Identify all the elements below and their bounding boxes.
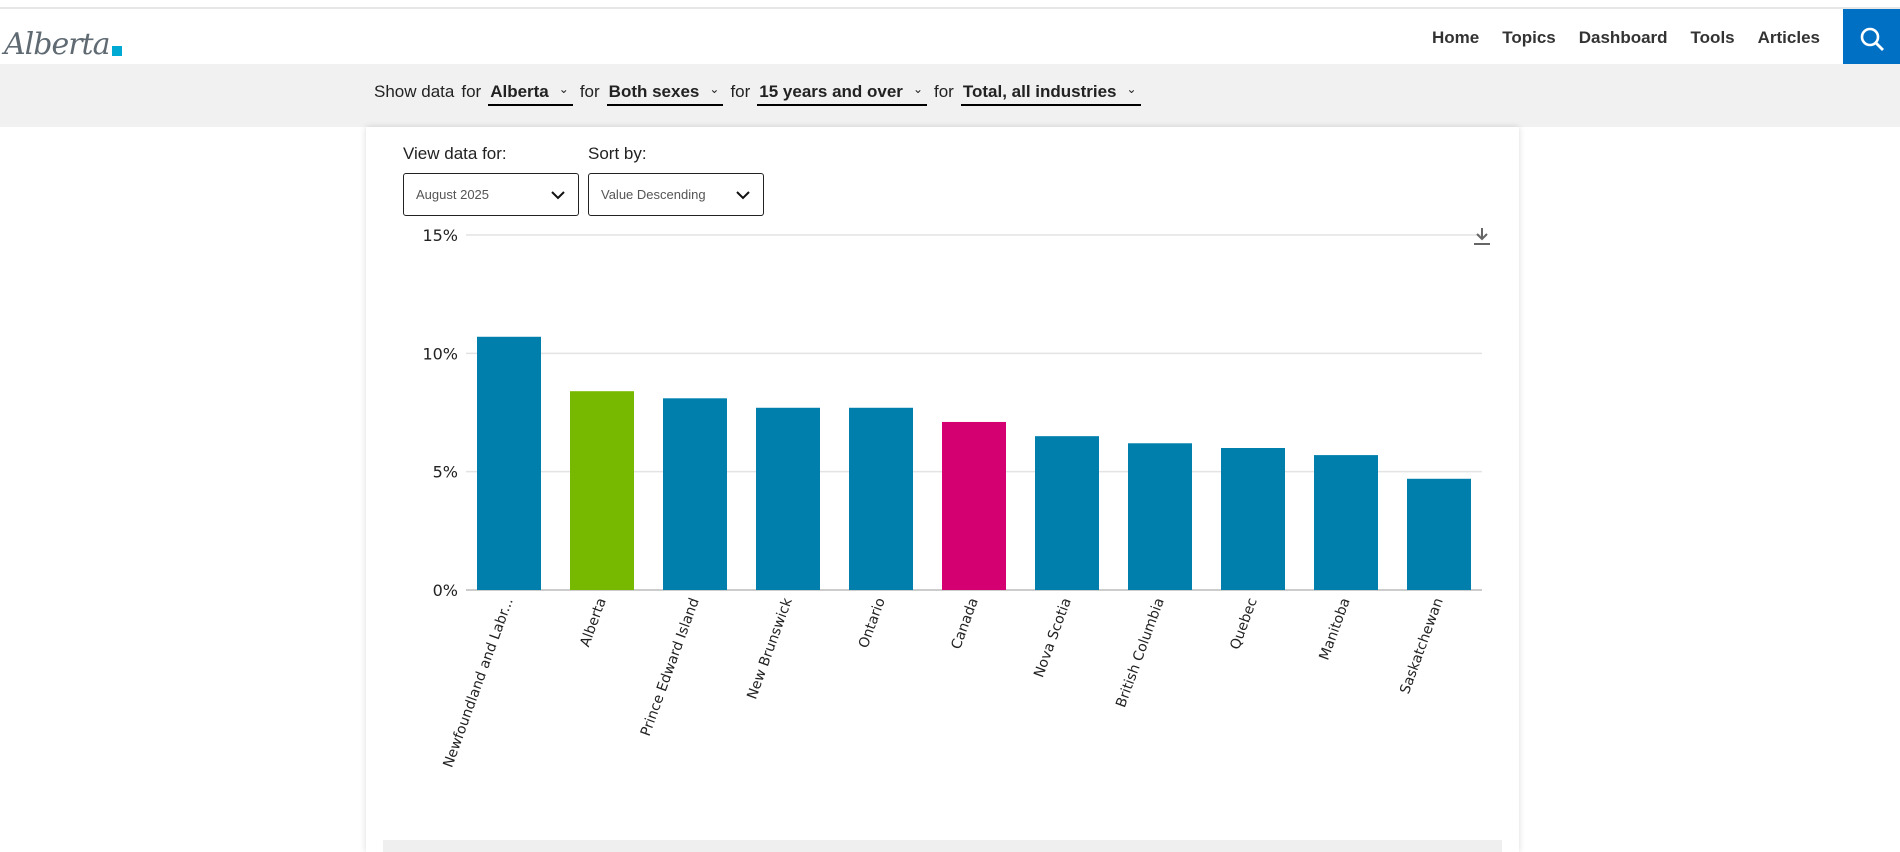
chevron-down-icon: ⌄	[912, 82, 923, 96]
industry-value: Total, all industries	[962, 82, 1117, 101]
industry-select[interactable]: Total, all industries ⌄	[960, 82, 1141, 106]
nav-home[interactable]: Home	[1431, 28, 1480, 47]
chevron-down-icon: ⌄	[709, 82, 720, 96]
chevron-down-icon	[736, 190, 750, 199]
sort-dropdown[interactable]: Value Descending	[588, 173, 764, 216]
period-dropdown[interactable]: August 2025	[403, 173, 579, 216]
nav-dashboard[interactable]: Dashboard	[1578, 28, 1668, 47]
alberta-logo[interactable]: Alberta	[4, 22, 122, 62]
chevron-down-icon: ⌄	[558, 82, 569, 96]
sort-by-label: Sort by:	[588, 144, 647, 163]
filter-connector: for	[579, 82, 600, 101]
age-select[interactable]: 15 years and over ⌄	[757, 82, 927, 106]
nav-tools[interactable]: Tools	[1690, 28, 1735, 47]
chevron-down-icon	[551, 190, 565, 199]
nav-articles[interactable]: Articles	[1757, 28, 1820, 47]
download-icon[interactable]	[1474, 228, 1490, 245]
search-icon	[1860, 27, 1884, 51]
main-nav: Home Topics Dashboard Tools Articles	[1432, 28, 1820, 48]
geography-value: Alberta	[490, 82, 549, 101]
view-data-label: View data for:	[403, 144, 507, 163]
chart-card	[366, 127, 1519, 852]
filter-connector: for	[934, 82, 954, 101]
sort-value: Value Descending	[601, 187, 706, 202]
search-button[interactable]	[1843, 9, 1900, 68]
logo-square-icon	[111, 46, 122, 56]
sex-value: Both sexes	[608, 82, 700, 101]
logo-text: Alberta	[4, 27, 110, 62]
filter-connector: for	[461, 82, 482, 101]
age-value: 15 years and over	[759, 82, 903, 101]
bottom-panel	[383, 840, 1502, 852]
geography-select[interactable]: Alberta ⌄	[488, 82, 573, 106]
period-value: August 2025	[416, 187, 490, 202]
nav-topics[interactable]: Topics	[1502, 28, 1556, 47]
filter-connector: for	[730, 82, 751, 101]
filter-bar: Show data for Alberta ⌄ for Both sexes ⌄ f…	[0, 64, 1900, 127]
chevron-down-icon: ⌄	[1126, 82, 1137, 96]
sex-select[interactable]: Both sexes ⌄	[606, 82, 724, 106]
top-border	[0, 7, 1900, 9]
filter-prefix: Show data	[374, 82, 455, 101]
